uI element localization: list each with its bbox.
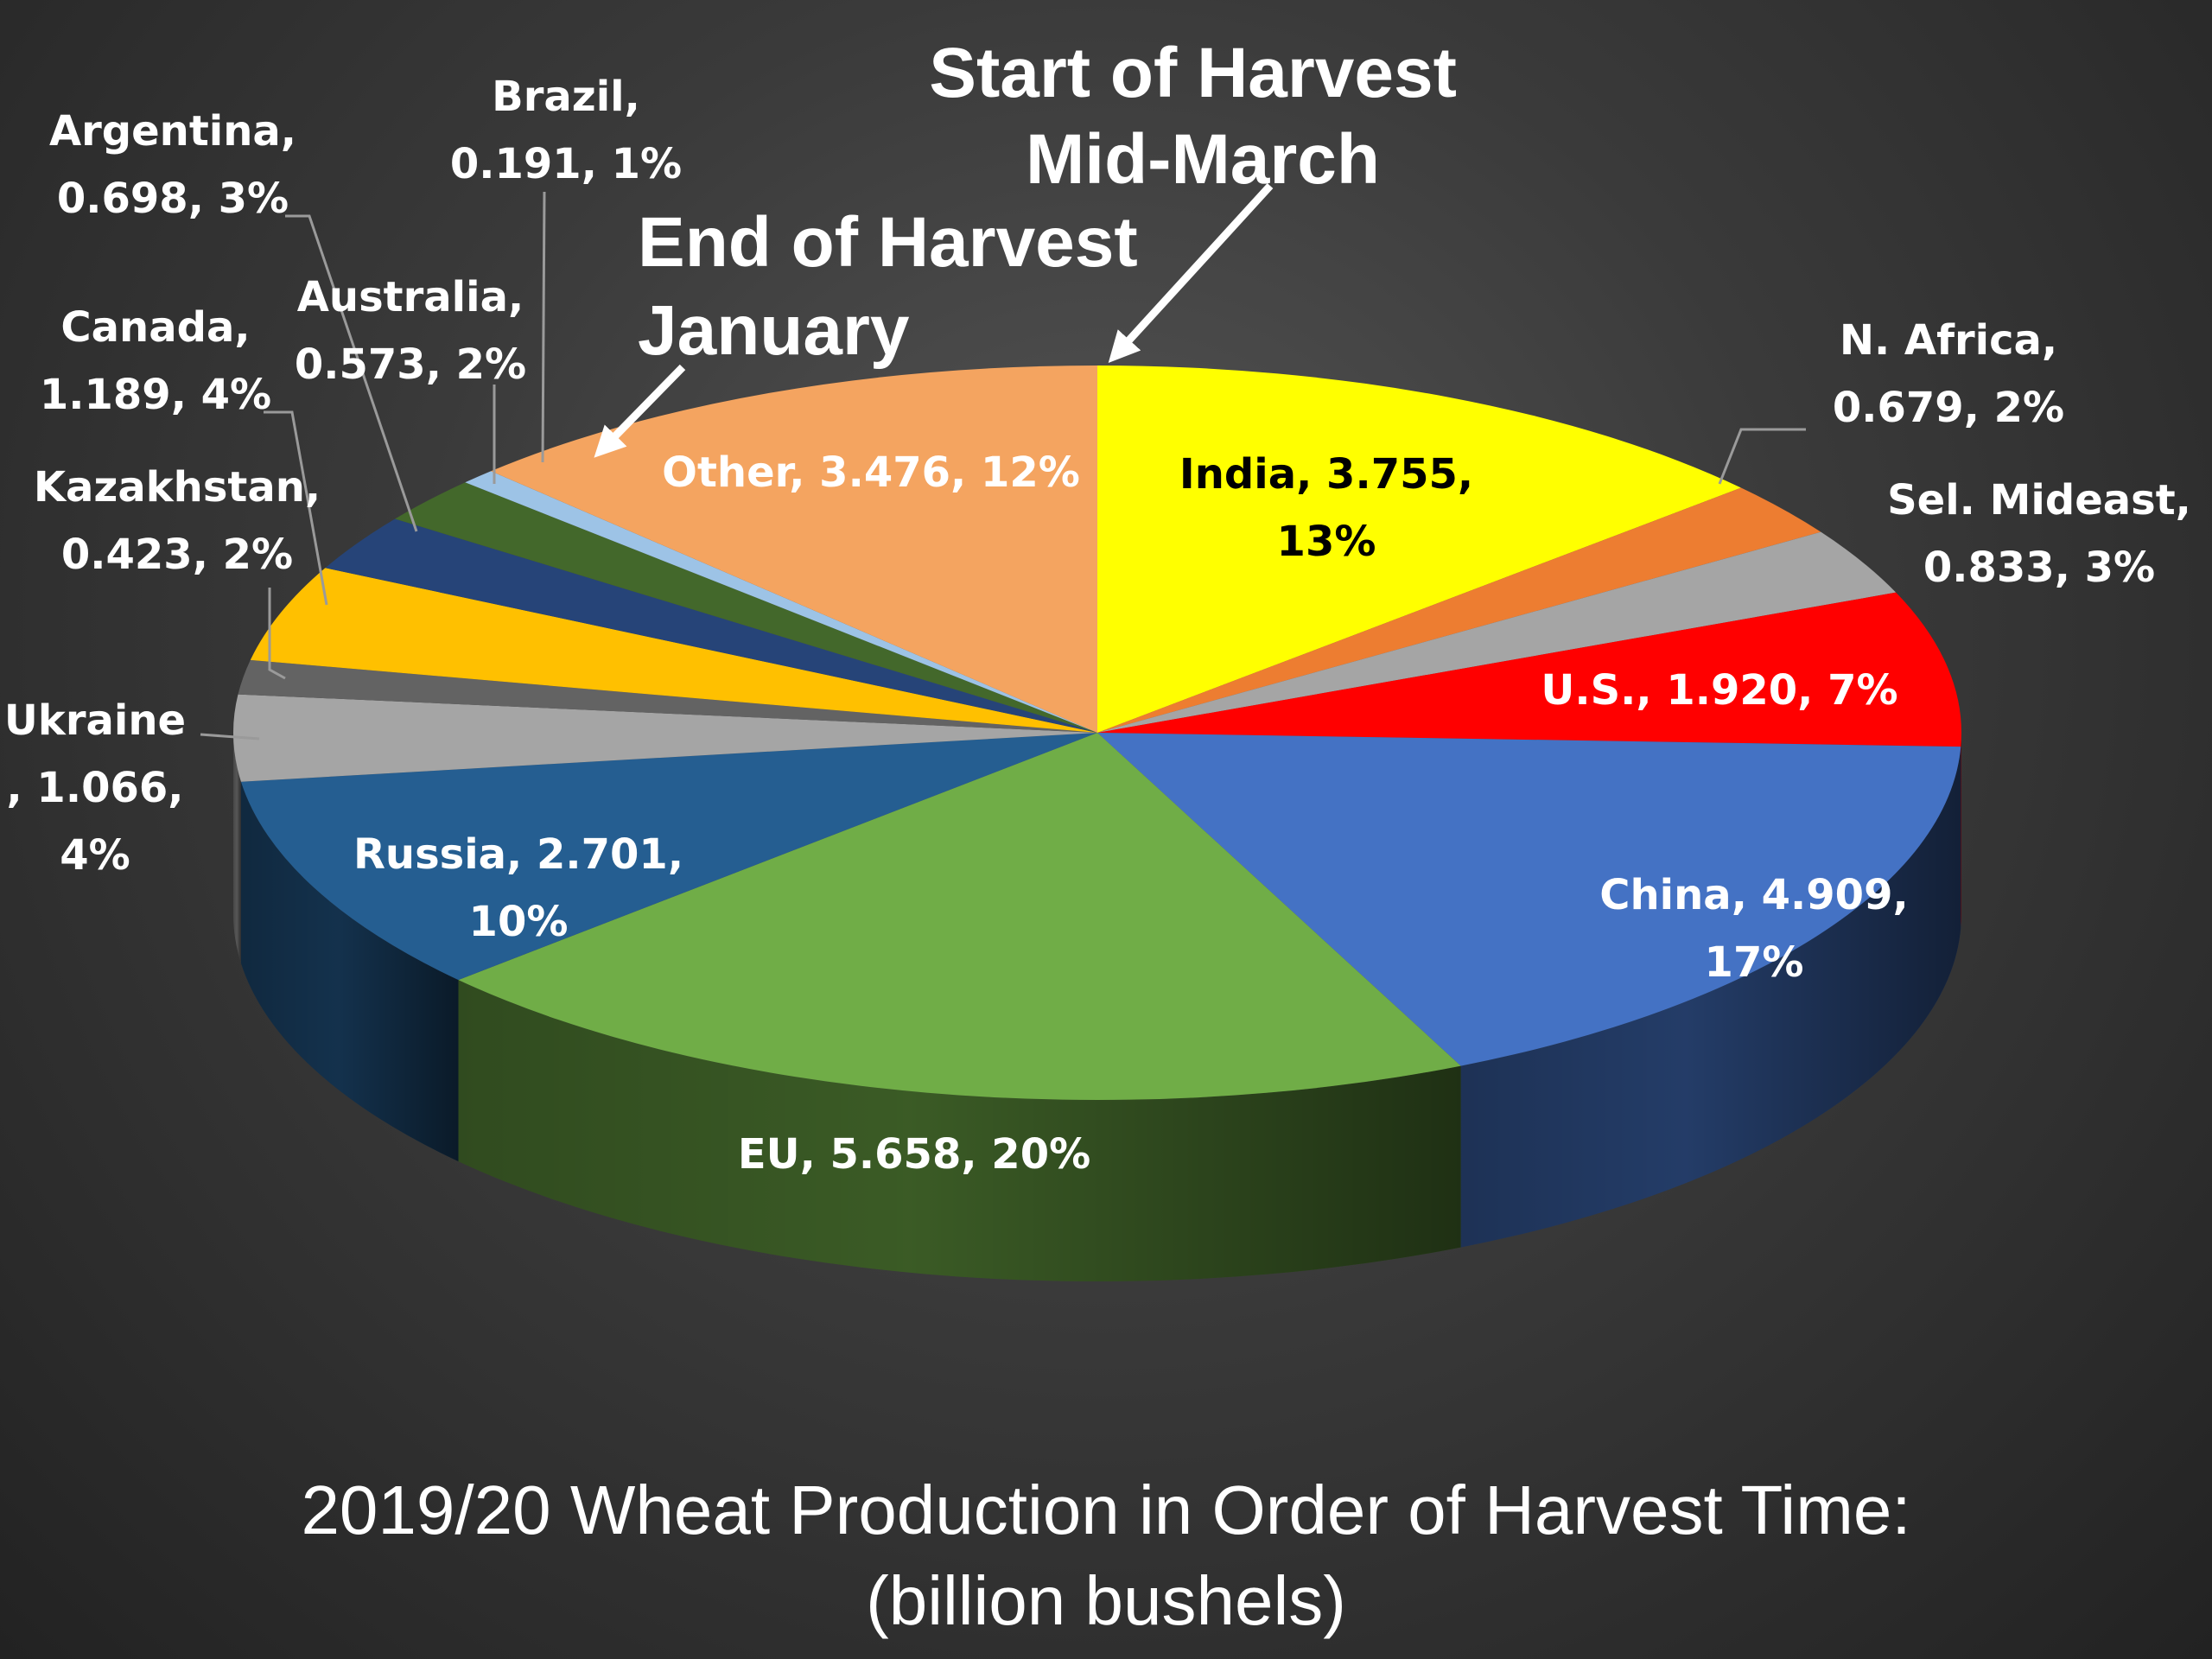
label-sel-mideast-line-2: 0.833, 3% bbox=[1923, 543, 2155, 592]
chart-subtitle: (billion bushels) bbox=[866, 1562, 1346, 1639]
slice-n-africa bbox=[1097, 487, 1821, 733]
label-argentina-line-2: 0.698, 3% bbox=[57, 175, 289, 223]
end-arrow bbox=[594, 364, 686, 458]
leader-lines bbox=[200, 191, 1806, 741]
label-china-line-1: China, 4.909, bbox=[1599, 871, 1908, 919]
slice-russia bbox=[240, 733, 1097, 981]
leader-ukraine bbox=[200, 733, 260, 741]
slice-china bbox=[1097, 733, 1961, 1066]
label-brazil-line-2: 0.191, 1% bbox=[450, 140, 682, 188]
side-shade-china bbox=[1460, 747, 1961, 1248]
label-ukraine-line-3: 4% bbox=[60, 831, 130, 880]
label-sel-mideast: Sel. Mideast, 0.833, 3% bbox=[1887, 476, 2191, 592]
label-brazil-line-1: Brazil, bbox=[492, 73, 640, 121]
label-kazakhstan-line-2: 0.423, 2% bbox=[61, 531, 293, 579]
label-eu-line-1: EU, 5.658, 20% bbox=[738, 1130, 1090, 1179]
slice-sel-mideast bbox=[1097, 531, 1897, 733]
label-ukraine-line-2: , 1.066, bbox=[6, 764, 183, 812]
label-russia-line-1: Russia, 2.701, bbox=[353, 830, 683, 879]
end-annotation-line-1: End of Harvest bbox=[638, 203, 1138, 282]
leader-kazakhstan bbox=[268, 588, 286, 680]
label-russia-line-2: 10% bbox=[469, 898, 569, 946]
label-eu: EU, 5.658, 20% bbox=[738, 1130, 1090, 1179]
slice-brazil bbox=[465, 471, 1097, 733]
leader-argentina bbox=[285, 214, 418, 532]
label-australia: Australia, 0.573, 2% bbox=[295, 273, 526, 389]
side-shade-eu bbox=[458, 980, 1461, 1281]
start-arrow bbox=[1108, 182, 1274, 363]
side-shade-russia bbox=[240, 781, 459, 1162]
label-u-s-line-1: U.S., 1.920, 7% bbox=[1541, 666, 1897, 715]
label-ukraine: Ukraine , 1.066, 4% bbox=[4, 696, 186, 880]
chart-title: 2019/20 Wheat Production in Order of Har… bbox=[301, 1471, 1910, 1548]
start-annotation-line-1: Start of Harvest bbox=[929, 34, 1457, 112]
label-argentina-line-1: Argentina, bbox=[49, 107, 296, 156]
label-russia: Russia, 2.701, 10% bbox=[353, 830, 683, 946]
label-other-line-1: Other, 3.476, 12% bbox=[662, 448, 1080, 497]
slice-eu bbox=[458, 733, 1461, 1100]
slice-argentina bbox=[325, 518, 1098, 733]
label-india: India, 3.755, 13% bbox=[1179, 450, 1473, 566]
slice-india bbox=[1097, 365, 1741, 733]
side-shade-ukraine bbox=[233, 733, 241, 963]
start-annotation-line-2: Mid-March bbox=[1026, 120, 1380, 199]
pie-top-faces bbox=[233, 365, 1962, 1100]
leader-canada bbox=[264, 410, 328, 606]
pie-depth-sides bbox=[233, 733, 1961, 1281]
label-canada-line-2: 1.189, 4% bbox=[40, 371, 271, 419]
end-annotation-line-2: January bbox=[638, 291, 910, 370]
label-australia-line-2: 0.573, 2% bbox=[295, 340, 526, 389]
slice-australia bbox=[395, 482, 1098, 733]
label-kazakhstan-line-1: Kazakhstan, bbox=[34, 463, 321, 512]
label-n-africa-line-1: N. Africa, bbox=[1840, 316, 2057, 365]
label-n-africa: N. Africa, 0.679, 2% bbox=[1833, 316, 2064, 432]
leader-n-africa bbox=[1718, 428, 1806, 485]
label-other: Other, 3.476, 12% bbox=[662, 448, 1080, 497]
label-kazakhstan: Kazakhstan, 0.423, 2% bbox=[34, 463, 321, 579]
label-india-line-2: 13% bbox=[1277, 518, 1376, 566]
leader-brazil bbox=[541, 191, 546, 463]
label-india-line-1: India, 3.755, bbox=[1179, 450, 1473, 499]
label-ukraine-line-1: Ukraine bbox=[4, 696, 186, 745]
label-canada: Canada, 1.189, 4% bbox=[40, 303, 271, 419]
label-u-s: U.S., 1.920, 7% bbox=[1541, 666, 1897, 715]
slice-canada bbox=[250, 568, 1098, 733]
label-sel-mideast-line-1: Sel. Mideast, bbox=[1887, 476, 2191, 524]
label-n-africa-line-2: 0.679, 2% bbox=[1833, 384, 2064, 432]
harvest-annotations: Start of Harvest Mid-March End of Harves… bbox=[594, 34, 1476, 458]
start-annotation: Start of Harvest Mid-March bbox=[929, 34, 1476, 199]
label-australia-line-1: Australia, bbox=[297, 273, 524, 321]
end-annotation: End of Harvest January bbox=[638, 203, 1157, 370]
data-labels: India, 3.755, 13% N. Africa, 0.679, 2% Sel. … bbox=[4, 73, 2191, 1179]
label-argentina: Argentina, 0.698, 3% bbox=[49, 107, 296, 223]
label-china: China, 4.909, 17% bbox=[1599, 871, 1908, 987]
label-canada-line-1: Canada, bbox=[60, 303, 250, 352]
slice-ukraine bbox=[233, 694, 1098, 782]
label-brazil: Brazil, 0.191, 1% bbox=[450, 73, 682, 188]
slice-kazakhstan bbox=[238, 659, 1097, 733]
slice-u-s bbox=[1097, 592, 1962, 747]
label-china-line-2: 17% bbox=[1705, 938, 1804, 987]
slice-other bbox=[491, 365, 1097, 733]
